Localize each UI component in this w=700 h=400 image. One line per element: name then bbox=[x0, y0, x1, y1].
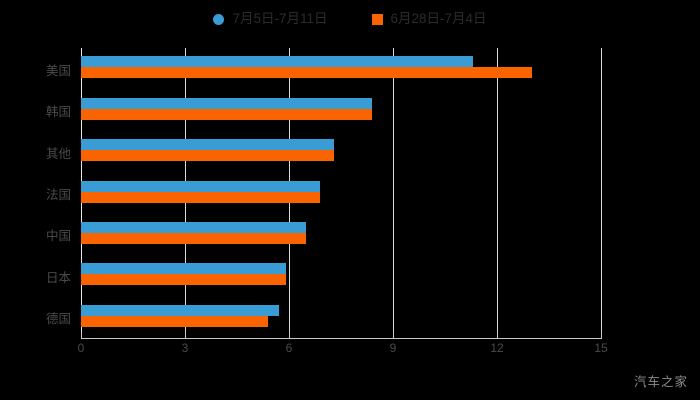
bar-其他-series-1[interactable] bbox=[81, 150, 335, 162]
y-axis-label-法国: 法国 bbox=[45, 188, 71, 202]
bar-美国-series-1[interactable] bbox=[81, 67, 532, 79]
y-axis-label-韩国: 韩国 bbox=[45, 105, 71, 120]
gridline-x-15 bbox=[601, 48, 602, 338]
bar-德国-series-1[interactable] bbox=[81, 315, 269, 327]
gridline-x-9 bbox=[393, 48, 394, 338]
x-tick-mark-12 bbox=[497, 332, 498, 338]
bar-法国-series-0[interactable] bbox=[81, 180, 321, 192]
watermark: 汽车之家 bbox=[633, 375, 688, 389]
legend-label-series-0: 7月5日-7月11日 bbox=[232, 11, 328, 26]
legend-item-series-0[interactable]: 7月5日-7月11日 bbox=[213, 8, 328, 30]
x-tick-label-3: 3 bbox=[181, 341, 189, 355]
x-tick-label-9: 9 bbox=[389, 341, 397, 355]
bar-美国-series-0[interactable] bbox=[81, 56, 473, 68]
bar-德国-series-0[interactable] bbox=[81, 304, 279, 316]
y-axis-label-中国: 中国 bbox=[45, 229, 71, 244]
y-axis-category-labels: 美国韩国其他法国中国日本德国 bbox=[5, 48, 71, 338]
bar-日本-series-0[interactable] bbox=[81, 263, 286, 275]
y-axis-label-其他: 其他 bbox=[45, 146, 71, 161]
gridline-x-12 bbox=[497, 48, 498, 338]
x-tick-mark-15 bbox=[601, 332, 602, 338]
y-axis-label-日本: 日本 bbox=[45, 270, 71, 285]
bar-法国-series-1[interactable] bbox=[81, 191, 321, 203]
legend-marker-circle-icon bbox=[213, 13, 225, 25]
y-axis-label-美国: 美国 bbox=[45, 63, 71, 78]
y-axis-label-德国: 德国 bbox=[45, 312, 71, 327]
legend-label-series-1: 6月28日-7月4日 bbox=[390, 11, 487, 26]
bar-中国-series-1[interactable] bbox=[81, 232, 307, 244]
x-tick-label-6: 6 bbox=[285, 341, 293, 355]
x-tick-label-12: 12 bbox=[490, 341, 504, 355]
legend-item-series-1[interactable]: 6月28日-7月4日 bbox=[371, 8, 487, 30]
x-tick-mark-0 bbox=[81, 332, 82, 338]
plot-area bbox=[81, 48, 602, 338]
x-tick-mark-6 bbox=[289, 332, 290, 338]
x-tick-label-0: 0 bbox=[77, 341, 85, 355]
legend-marker-square-icon bbox=[371, 13, 383, 25]
bar-其他-series-0[interactable] bbox=[81, 139, 335, 151]
bar-韩国-series-1[interactable] bbox=[81, 108, 373, 120]
x-tick-mark-9 bbox=[393, 332, 394, 338]
bar-中国-series-0[interactable] bbox=[81, 221, 307, 233]
bar-日本-series-1[interactable] bbox=[81, 274, 286, 286]
bar-韩国-series-0[interactable] bbox=[81, 97, 373, 109]
x-tick-mark-3 bbox=[185, 332, 186, 338]
chart-legend: 7月5日-7月11日 6月28日-7月4日 bbox=[0, 8, 700, 30]
x-axis-line bbox=[81, 338, 602, 339]
x-tick-label-15: 15 bbox=[594, 341, 608, 355]
